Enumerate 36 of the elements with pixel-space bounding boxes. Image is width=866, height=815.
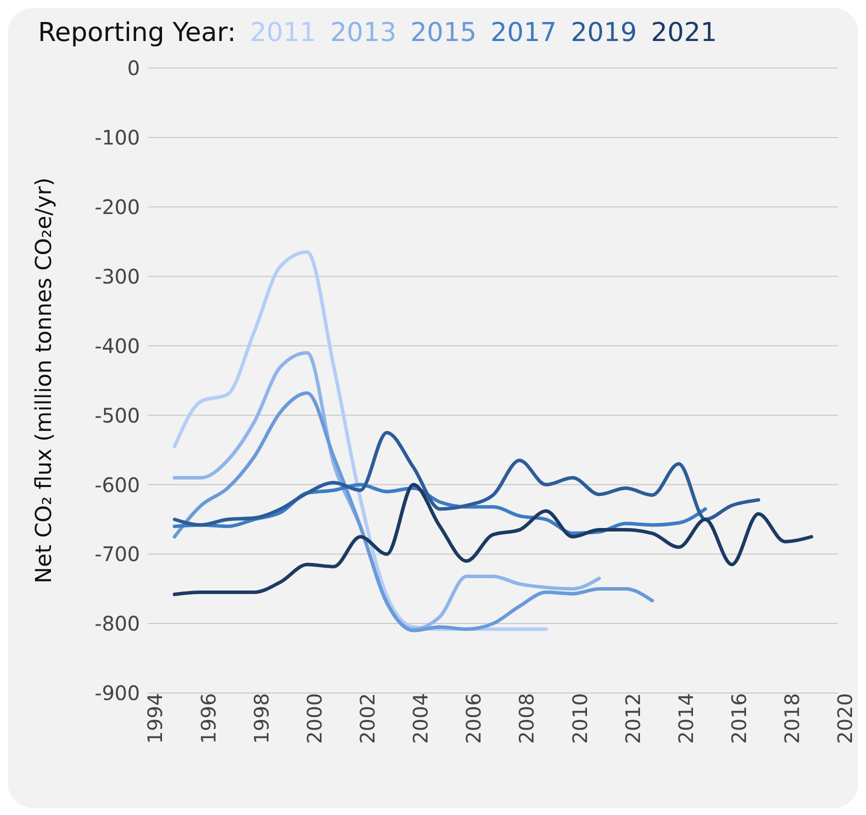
y-axis-title: Net CO₂ flux (million tonnes CO₂e/yr) [32, 178, 57, 584]
x-tick-label: 2006 [462, 693, 486, 744]
x-tick-label: 2000 [302, 693, 326, 744]
x-tick-label: 2002 [356, 693, 380, 744]
x-tick-label: 1994 [143, 693, 168, 744]
y-tick-label: -400 [94, 334, 140, 358]
legend-title: Reporting Year: [38, 18, 236, 48]
x-tick-label: 2018 [780, 693, 804, 744]
line-series [172, 391, 654, 632]
x-tick-label: 2004 [408, 693, 433, 744]
text: 2021 [650, 18, 718, 48]
x-tick-label: 2012 [620, 693, 645, 744]
y-tick-label: -900 [94, 681, 140, 706]
y-tick-label: -700 [94, 542, 140, 566]
text: 2017 [490, 18, 557, 48]
y-tick-label: -200 [94, 194, 140, 219]
text: 2015 [410, 18, 477, 48]
line-series [172, 430, 760, 527]
x-tick-label: 1998 [249, 693, 274, 744]
y-tick-label: -800 [94, 612, 140, 636]
x-tick-label: 2010 [568, 693, 592, 744]
line-series [172, 482, 814, 596]
y-tick-label: -100 [94, 126, 140, 150]
y-tick-label: -300 [94, 264, 140, 288]
x-tick-label: 2014 [674, 693, 698, 744]
x-tick-label: 2008 [514, 693, 539, 744]
x-tick-label: 1996 [196, 693, 220, 744]
x-tick-label: 2020 [833, 693, 858, 744]
y-tick-label: 0 [127, 56, 140, 80]
line-series [172, 250, 548, 631]
x-tick-label: 2016 [727, 693, 752, 744]
text: 2013 [330, 18, 396, 48]
y-tick-label: -500 [94, 403, 140, 428]
text: 2019 [570, 18, 637, 48]
text: 2011 [250, 18, 316, 48]
y-tick-label: -600 [94, 472, 140, 497]
